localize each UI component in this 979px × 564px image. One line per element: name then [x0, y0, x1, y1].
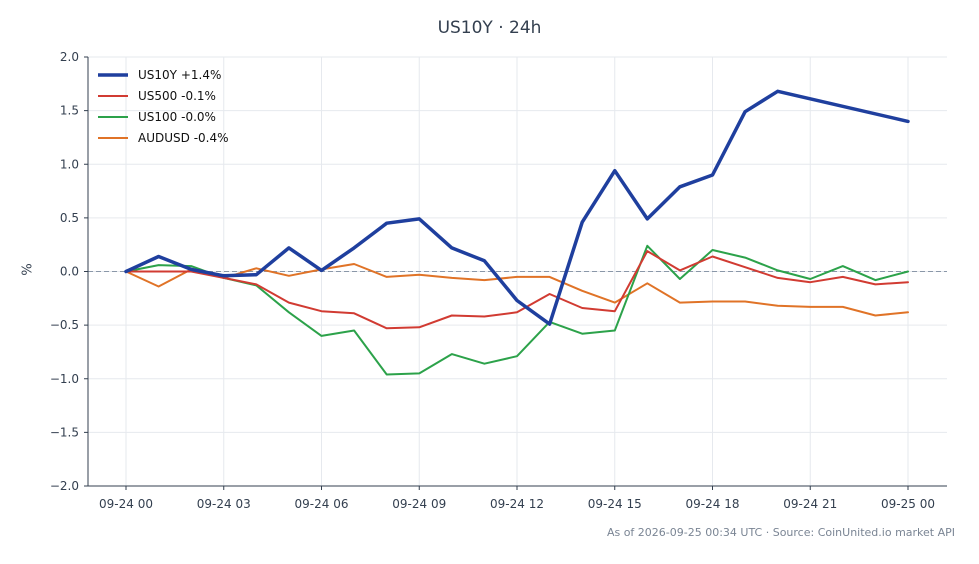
legend-label: AUDUSD -0.4% [138, 131, 229, 145]
y-tick-label: −2.0 [50, 479, 79, 493]
x-tick-label: 09-24 15 [588, 497, 642, 511]
chart-title: US10Y · 24h [437, 18, 542, 38]
x-tick-label: 09-24 18 [686, 497, 740, 511]
legend-label: US10Y +1.4% [138, 68, 221, 82]
y-tick-label: −1.5 [50, 425, 79, 439]
y-tick-label: 2.0 [60, 50, 79, 64]
series-line [125, 250, 909, 330]
x-tick-label: 09-24 06 [295, 497, 349, 511]
legend: US10Y +1.4% US500 -0.1% US100 -0.0% AUDUSD … [98, 68, 229, 145]
series-line [125, 263, 909, 317]
x-ticks: 09-24 00 09-24 03 09-24 06 09-24 09 09-24 12… [99, 486, 935, 511]
series-line [124, 89, 910, 326]
x-tick-label: 09-25 00 [881, 497, 935, 511]
grid-lines [88, 56, 947, 487]
y-ticks: 2.0 1.5 1.0 0.5 0.0 −0.5 −1.0 −1.5 −2.0 [50, 50, 88, 493]
x-tick-label: 09-24 21 [783, 497, 837, 511]
y-tick-label: −1.0 [50, 372, 79, 386]
series-lines [124, 89, 910, 376]
x-tick-label: 09-24 09 [392, 497, 446, 511]
y-tick-label: 0.0 [60, 265, 79, 279]
x-tick-label: 09-24 12 [490, 497, 544, 511]
source-footer: As of 2026-09-25 00:34 UTC · Source: Coi… [606, 526, 955, 539]
x-tick-label: 09-24 00 [99, 497, 153, 511]
y-tick-label: 1.0 [60, 157, 79, 171]
legend-label: US500 -0.1% [138, 89, 216, 103]
y-tick-label: 0.5 [60, 211, 79, 225]
y-tick-label: −0.5 [50, 318, 79, 332]
y-tick-label: 1.5 [60, 104, 79, 118]
legend-label: US100 -0.0% [138, 110, 216, 124]
x-tick-label: 09-24 03 [197, 497, 251, 511]
